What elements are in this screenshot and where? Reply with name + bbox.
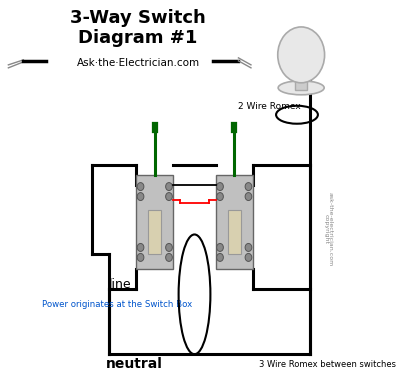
Text: Power originates at the Switch Box: Power originates at the Switch Box [42, 300, 192, 309]
Text: 2 Wire Romex: 2 Wire Romex [238, 102, 300, 111]
Text: Diagram #1: Diagram #1 [78, 29, 197, 47]
Circle shape [137, 253, 144, 261]
Text: neutral: neutral [105, 357, 162, 371]
Circle shape [165, 192, 172, 201]
Bar [295, 70, 306, 90]
Circle shape [277, 27, 324, 83]
Circle shape [216, 244, 223, 251]
Circle shape [137, 192, 144, 201]
Circle shape [165, 253, 172, 261]
Circle shape [165, 183, 172, 191]
Text: Ask·the·Electrician.com: Ask·the·Electrician.com [76, 58, 199, 68]
Bar [148, 210, 161, 254]
Text: copyright: copyright [323, 214, 328, 244]
Ellipse shape [277, 81, 323, 95]
Bar [227, 210, 240, 254]
Circle shape [245, 192, 251, 201]
Bar [215, 175, 252, 269]
Circle shape [216, 192, 223, 201]
Circle shape [165, 244, 172, 251]
Text: 3-Way Switch: 3-Way Switch [70, 9, 205, 27]
Text: ask-the-electrician.com: ask-the-electrician.com [327, 192, 332, 267]
Circle shape [137, 183, 144, 191]
Circle shape [245, 244, 251, 251]
Text: line: line [109, 278, 131, 291]
Circle shape [245, 183, 251, 191]
Circle shape [137, 244, 144, 251]
Bar [136, 175, 173, 269]
Circle shape [216, 253, 223, 261]
Text: 3 Wire Romex between switches: 3 Wire Romex between switches [259, 360, 395, 369]
Circle shape [216, 183, 223, 191]
Circle shape [245, 253, 251, 261]
